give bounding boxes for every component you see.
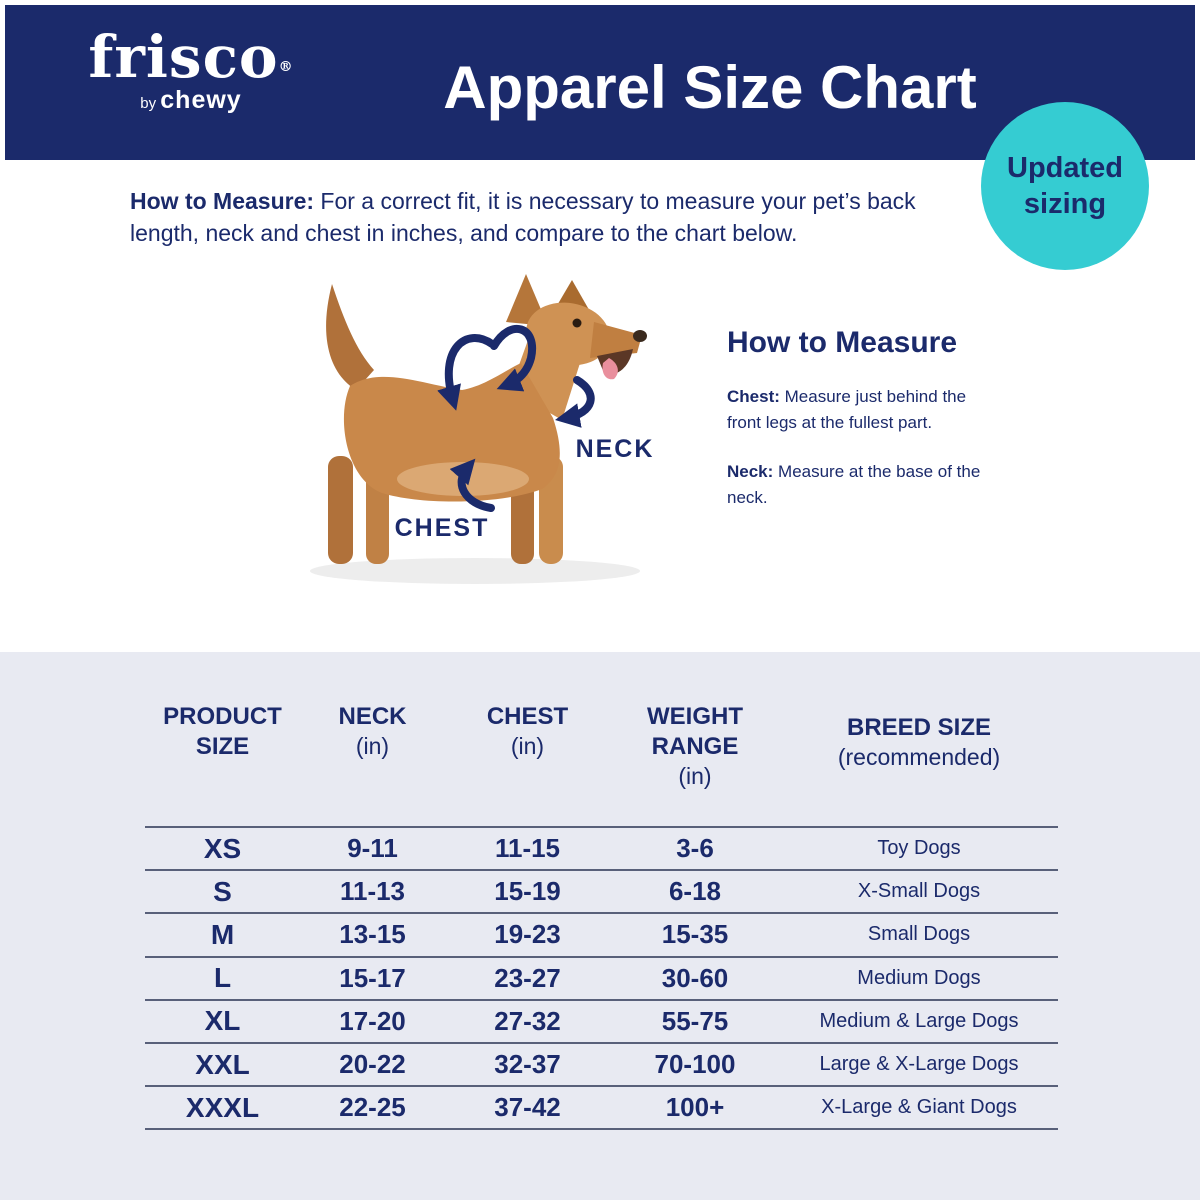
dog-nose	[633, 330, 647, 342]
size-row-xl: XL 17-20 27-32 55-75 Medium & Large Dogs	[145, 998, 1058, 1042]
neck-measure-loop-arrow	[490, 324, 537, 392]
intro-text: For a correct fit, it is necessary to me…	[130, 188, 916, 247]
weight-range: 3-6	[676, 833, 714, 864]
badge-line-2: sizing	[1023, 188, 1107, 220]
breed-size: Small Dogs	[867, 923, 971, 946]
breed-size: X-Large & Giant Dogs	[821, 1096, 1017, 1119]
weight-range: 15-35	[661, 919, 729, 950]
how-to-measure-panel: How to Measure Chest: Measure just behin…	[727, 326, 997, 510]
measure-panel-heading: How to Measure	[727, 326, 958, 359]
neck-label: NECK	[576, 435, 655, 463]
dog-rear-leg	[328, 456, 353, 564]
chest-instruction: Chest: Measure just behind the front leg…	[727, 387, 967, 432]
chest-range: 32-37	[494, 1049, 561, 1080]
size-table-header: PRODUCT SIZE NECK (in) CHEST (in) WEIGHT RANG…	[145, 702, 1058, 792]
size-row-xxxl: XXXL 22-25 37-42 100+ X-Large & Giant Dogs	[145, 1085, 1058, 1128]
chest-measure-arrow	[437, 334, 496, 411]
chest-range: 19-23	[494, 919, 561, 950]
frisco-logo: frisco® by chewy	[71, 27, 311, 115]
product-size: XS	[203, 832, 242, 864]
frisco-wordmark: frisco®	[88, 23, 294, 91]
product-size: L	[213, 962, 232, 994]
breed-size: Toy Dogs	[877, 837, 961, 860]
chest-bottom-arrow	[449, 458, 495, 512]
weight-range: 70-100	[654, 1049, 736, 1080]
product-size: XXXL	[185, 1091, 260, 1123]
page-title: Apparel Size Chart	[443, 54, 977, 121]
size-row-s: S 11-13 15-19 6-18 X-Small Dogs	[145, 869, 1058, 912]
column-header-chest: CHEST (in)	[486, 703, 569, 759]
chest-range: 15-19	[494, 876, 561, 907]
column-header-weight-range: WEIGHT RANGE (in)	[647, 703, 743, 789]
neck-range: 15-17	[339, 962, 406, 993]
dog-shadow	[310, 558, 640, 584]
dog-tongue	[602, 358, 618, 380]
size-row-xxl: XXL 20-22 32-37 70-100 Large & X-Large Dogs	[145, 1041, 1058, 1085]
size-row-m: M 13-15 19-23 15-35 Small Dogs	[145, 912, 1058, 955]
size-table-section: PRODUCT SIZE NECK (in) CHEST (in) WEIGHT RANG…	[0, 652, 1200, 1200]
product-size: M	[210, 918, 235, 950]
how-to-measure-intro: How to Measure: For a correct fit, it is…	[130, 185, 980, 249]
product-size: XL	[204, 1005, 241, 1037]
registered-mark: ®	[278, 59, 294, 75]
product-size: S	[213, 875, 232, 907]
size-row-l: L 15-17 23-27 30-60 Medium Dogs	[145, 955, 1058, 999]
size-row-xs: XS 9-11 11-15 3-6 Toy Dogs	[145, 826, 1058, 869]
header-banner: frisco® by chewy Apparel Size Chart	[5, 5, 1195, 160]
size-table-body: XS 9-11 11-15 3-6 Toy Dogs S 11-13 15-19 6-18 X-S…	[145, 826, 1058, 1131]
neck-range: 11-13	[339, 876, 406, 907]
neck-instruction: Neck: Measure at the base of the neck.	[727, 462, 981, 507]
chest-range: 27-32	[494, 1005, 561, 1036]
column-header-breed-size: BREED SIZE (recommended)	[837, 714, 1001, 770]
column-header-neck: NECK (in)	[338, 703, 407, 759]
by-chewy-wordmark: by chewy	[140, 85, 242, 114]
chest-range: 11-15	[494, 833, 561, 864]
dog-eye	[572, 318, 582, 328]
neck-range: 17-20	[339, 1005, 406, 1036]
neck-front-arrow	[555, 376, 595, 428]
updated-sizing-badge: Updated sizing	[981, 102, 1149, 270]
weight-range: 30-60	[661, 962, 729, 993]
dog-measurement-illustration: NECK CHEST	[310, 274, 655, 584]
column-header-product-size: PRODUCT SIZE	[163, 703, 282, 760]
neck-range: 20-22	[339, 1049, 406, 1080]
dog-tail	[326, 284, 374, 390]
weight-range: 55-75	[661, 1005, 729, 1036]
intro-bold: How to Measure:	[130, 188, 315, 214]
weight-range: 6-18	[668, 876, 722, 907]
breed-size: Medium & Large Dogs	[819, 1009, 1019, 1032]
chest-label: CHEST	[395, 514, 490, 542]
breed-size: Medium Dogs	[857, 966, 981, 989]
breed-size: Large & X-Large Dogs	[819, 1053, 1019, 1076]
chest-range: 37-42	[494, 1092, 561, 1123]
dog-snout	[590, 322, 642, 358]
weight-range: 100+	[665, 1092, 725, 1123]
badge-line-1: Updated	[1007, 151, 1123, 184]
neck-range: 13-15	[339, 919, 406, 950]
neck-range: 22-25	[339, 1092, 406, 1123]
neck-range: 9-11	[347, 833, 398, 864]
chest-range: 23-27	[494, 962, 561, 993]
breed-size: X-Small Dogs	[857, 880, 981, 903]
dog-head	[526, 302, 610, 366]
product-size: XXL	[195, 1048, 250, 1080]
